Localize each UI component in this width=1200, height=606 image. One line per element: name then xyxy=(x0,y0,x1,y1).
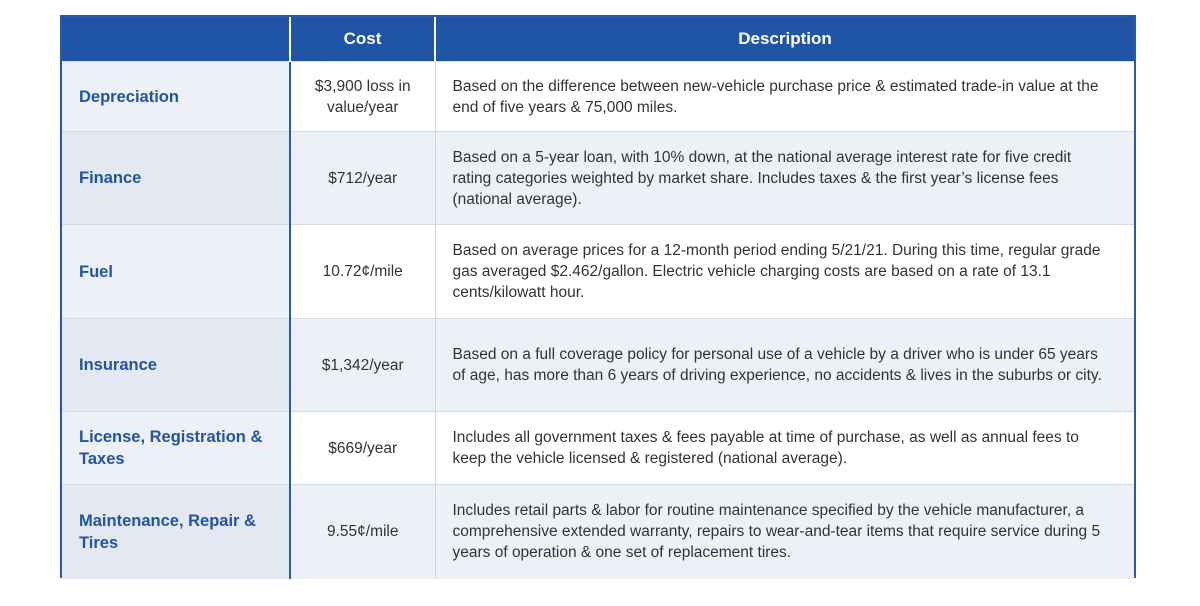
row-category: Insurance xyxy=(62,318,290,412)
table-row: Fuel 10.72¢/mile Based on average prices… xyxy=(62,224,1134,319)
row-description: Based on a full coverage policy for pers… xyxy=(435,318,1134,412)
row-cost: 10.72¢/mile xyxy=(289,224,436,319)
row-description: Based on average prices for a 12-month p… xyxy=(452,242,1101,301)
header-cost: Cost xyxy=(289,17,435,62)
row-cost: $669/year xyxy=(289,411,436,485)
row-category: License, Registration & Taxes xyxy=(62,411,290,485)
row-cost: $712/year xyxy=(289,131,436,225)
row-cost: $1,342/year xyxy=(289,318,436,412)
row-cost: 9.55¢/mile xyxy=(289,484,436,579)
cost-table: Cost Description Depreciation $3,900 los… xyxy=(62,17,1134,579)
row-category: Maintenance, Repair & Tires xyxy=(62,484,290,579)
row-category: Finance xyxy=(62,131,290,225)
row-description: Includes retail parts & labor for routin… xyxy=(435,484,1134,579)
table-header-row: Cost Description xyxy=(62,17,1134,62)
table-row: Insurance $1,342/year Based on a full co… xyxy=(62,318,1134,412)
table-row: Maintenance, Repair & Tires 9.55¢/mile I… xyxy=(62,484,1134,579)
table-row: License, Registration & Taxes $669/year … xyxy=(62,411,1134,485)
header-description: Description xyxy=(434,17,1134,62)
row-cost: $3,900 loss in value/year xyxy=(289,61,436,132)
table-row: Finance $712/year Based on a 5-year loan… xyxy=(62,131,1134,225)
cost-table-container: Cost Description Depreciation $3,900 los… xyxy=(60,15,1136,579)
row-description: Based on the difference between new-vehi… xyxy=(452,77,1099,116)
row-description: Based on a 5-year loan, with 10% down, a… xyxy=(435,131,1134,225)
row-category: Fuel xyxy=(62,224,290,319)
row-category: Depreciation xyxy=(62,61,290,132)
table-row: Depreciation $3,900 loss in value/year B… xyxy=(62,61,1134,132)
header-category xyxy=(62,17,290,62)
row-description: Includes all government taxes & fees pay… xyxy=(452,429,1079,467)
